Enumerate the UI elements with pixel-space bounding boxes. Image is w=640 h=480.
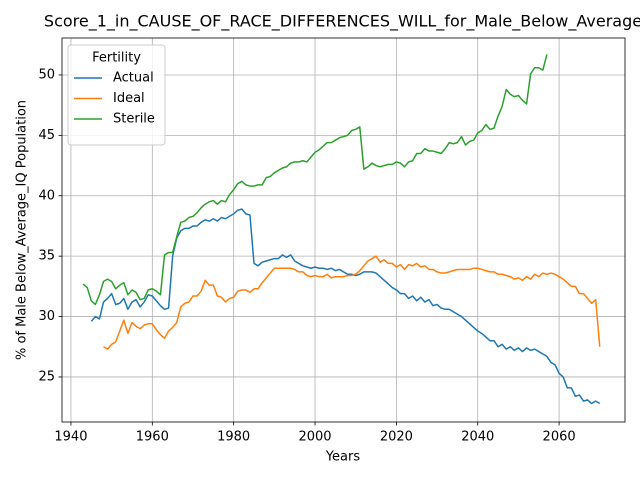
y-tick-label: 50 bbox=[38, 67, 55, 82]
y-axis-label: % of Male Below_Average_IQ Population bbox=[15, 100, 30, 360]
legend-title: Fertility bbox=[92, 51, 141, 66]
y-tick-label: 25 bbox=[38, 369, 55, 384]
legend-label: Ideal bbox=[113, 91, 145, 106]
y-tick-label: 45 bbox=[38, 128, 55, 143]
legend-box bbox=[67, 44, 166, 146]
x-tick-label: 2060 bbox=[543, 430, 576, 445]
x-tick-label: 2040 bbox=[461, 430, 494, 445]
y-tick-label: 40 bbox=[38, 188, 55, 203]
x-tick-label: 1960 bbox=[136, 430, 169, 445]
y-tick-label: 35 bbox=[38, 249, 55, 264]
x-axis-label: Years bbox=[325, 450, 361, 465]
y-tick-label: 30 bbox=[38, 309, 55, 324]
x-tick-label: 1940 bbox=[54, 430, 87, 445]
legend-label: Actual bbox=[113, 71, 154, 86]
x-tick-label: 1980 bbox=[217, 430, 250, 445]
plot-frame bbox=[61, 37, 626, 423]
x-tick-label: 2020 bbox=[380, 430, 413, 445]
series-line bbox=[82, 54, 548, 306]
x-tick-label: 2000 bbox=[298, 430, 331, 445]
legend-label: Sterile bbox=[113, 112, 155, 127]
series-line bbox=[103, 255, 601, 350]
series-line bbox=[90, 208, 601, 405]
chart-title: Score_1_in_CAUSE_OF_RACE_DIFFERENCES_WIL… bbox=[44, 12, 640, 32]
